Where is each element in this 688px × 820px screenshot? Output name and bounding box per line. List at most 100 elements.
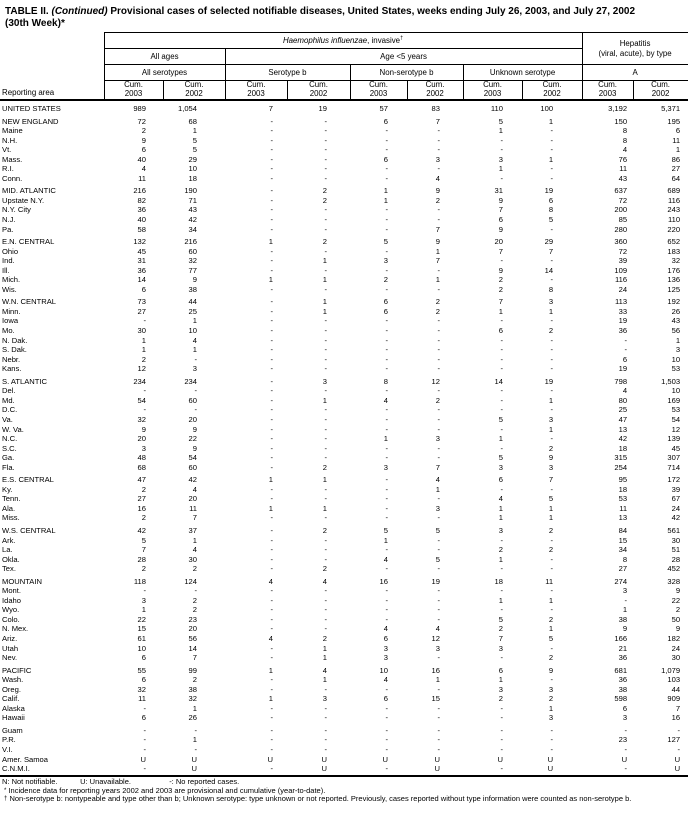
value-cell: - <box>437 205 440 215</box>
value-cell: - <box>324 624 327 634</box>
value-cell: - <box>582 764 634 777</box>
value-cell: 3 <box>435 434 440 444</box>
value-cell: 2 <box>141 564 146 574</box>
value-cell: 9 <box>622 624 628 634</box>
value-cell: - <box>437 326 440 336</box>
value-cell: - <box>324 205 327 215</box>
reporting-area-cell: N.Y. City <box>2 205 31 215</box>
value-cell: 1 <box>322 643 327 653</box>
value-cell: - <box>385 595 388 605</box>
table-row: S.C. 3 9 - - - - - 2 18 45 <box>0 444 688 454</box>
value-cell: 25 <box>188 306 197 316</box>
value-cell: 68 <box>137 462 146 472</box>
value-cell: 360 <box>614 237 628 247</box>
value-cell: 24 <box>671 643 681 653</box>
value-cell: - <box>324 345 327 355</box>
value-cell: 22 <box>137 614 146 624</box>
value-cell: - <box>500 335 503 345</box>
reporting-area-cell: Minn. <box>2 306 21 316</box>
value-cell: - <box>550 135 554 145</box>
value-cell: 11 <box>138 694 146 704</box>
reporting-area-cell: N.J. <box>2 215 16 225</box>
value-cell: 9 <box>675 586 681 596</box>
value-cell: 32 <box>671 256 681 266</box>
value-cell: - <box>324 494 327 504</box>
value-cell: - <box>270 535 273 545</box>
value-cell: - <box>385 386 388 396</box>
value-cell: 9 <box>498 265 503 275</box>
value-cell: - <box>385 205 388 215</box>
value-cell: - <box>437 284 440 294</box>
table-row: Conn. 11 18 - - - 4 - - 43 64 <box>0 174 688 184</box>
group-non-serotype-b: Non-serotype b <box>349 64 463 81</box>
value-cell: 1,503 <box>661 376 681 386</box>
value-cell: 1 <box>383 434 388 444</box>
value-cell: 3 <box>548 713 554 723</box>
value-cell: 5 <box>548 494 554 504</box>
value-cell: - <box>550 643 554 653</box>
reporting-area-cell: S. Dak. <box>2 345 27 355</box>
value-cell: - <box>324 116 327 126</box>
value-cell: 10 <box>137 643 146 653</box>
value-cell: - <box>550 364 554 374</box>
value-cell: - <box>324 126 327 136</box>
reporting-area-cell: Tenn. <box>2 494 21 504</box>
value-cell: 53 <box>618 494 628 504</box>
value-cell: 58 <box>137 224 146 234</box>
value-cell: 328 <box>667 576 681 586</box>
group-serotype-b: Serotype b <box>224 64 350 81</box>
value-cell: - <box>270 564 273 574</box>
value-cell: 1 <box>548 703 554 713</box>
value-cell: 4 <box>383 624 388 634</box>
value-cell: 9 <box>548 453 554 463</box>
table-row: Ind. 31 32 - 1 3 7 - - 39 32 <box>0 256 688 266</box>
value-cell: 2 <box>322 462 327 472</box>
value-cell: 20 <box>188 624 197 634</box>
star-symbol: * <box>4 787 7 794</box>
table-row: MID. ATLANTIC 216 190-2 1 9 31 19 637 689 <box>0 183 688 196</box>
value-cell: 2 <box>435 297 440 307</box>
value-cell: 14 <box>188 643 197 653</box>
value-cell: 127 <box>667 735 681 745</box>
value-cell: - <box>437 354 440 364</box>
value-cell: 1 <box>383 195 388 205</box>
value-cell: - <box>270 306 273 316</box>
value-cell: - <box>437 443 440 453</box>
value-cell: - <box>437 164 440 174</box>
value-cell: 13 <box>618 424 628 434</box>
value-cell: 2 <box>498 545 503 555</box>
value-cell: 27 <box>137 494 146 504</box>
value-cell: 27 <box>137 306 146 316</box>
hepatitis-group-header: Hepatitis (viral, acute), by type <box>581 32 688 65</box>
value-cell: - <box>324 453 327 463</box>
value-cell: 39 <box>671 484 681 494</box>
value-cell: - <box>324 684 327 694</box>
value-cell: 57 <box>379 104 388 113</box>
value-cell: - <box>500 256 503 266</box>
value-cell: 254 <box>614 462 628 472</box>
value-cell: 7 <box>498 246 503 256</box>
value-cell: - <box>324 326 327 336</box>
value-cell: - <box>270 154 273 164</box>
value-cell: 3 <box>141 443 146 453</box>
value-cell: 38 <box>188 284 197 294</box>
value-cell: 4 <box>383 675 388 685</box>
value-cell: 13 <box>618 513 628 523</box>
value-cell: 4 <box>192 484 197 494</box>
header-band3: All serotypes Serotype b Non-serotype b … <box>0 64 688 81</box>
cum-year-header: Cum. 2002 <box>286 80 350 101</box>
value-cell: 2 <box>141 513 146 523</box>
value-cell: 40 <box>137 215 146 225</box>
value-cell: 172 <box>667 475 681 485</box>
value-cell: 50 <box>671 614 681 624</box>
table-row: Mass. 40 29 - - 6 3 3 1 76 86 <box>0 155 688 165</box>
reporting-area-cell: Okla. <box>2 554 20 564</box>
value-cell: 652 <box>667 237 681 247</box>
value-cell: 3 <box>498 154 503 164</box>
table-row: Kans. 12 3 - - - - - - 19 53 <box>0 364 688 374</box>
group-unknown-serotype: Unknown serotype <box>462 64 583 81</box>
reporting-area-cell: V.I. <box>2 745 13 754</box>
value-cell: 5 <box>548 633 554 643</box>
value-cell: 3 <box>548 684 554 694</box>
value-cell: 4 <box>322 665 327 675</box>
